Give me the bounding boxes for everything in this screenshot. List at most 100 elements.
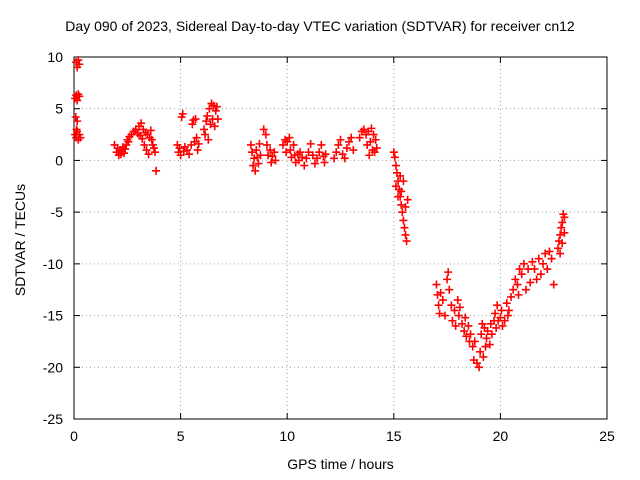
data-point — [391, 182, 400, 191]
data-point — [403, 195, 412, 204]
data-point — [543, 265, 552, 274]
data-point — [503, 311, 512, 320]
data-point — [455, 303, 464, 312]
data-point — [152, 166, 161, 175]
data-point — [391, 161, 400, 170]
data-point — [182, 146, 191, 155]
data-point — [261, 130, 270, 139]
data-point — [188, 120, 197, 129]
data-point — [336, 135, 345, 144]
data-point — [359, 125, 368, 134]
data-point — [560, 213, 569, 222]
y-axis-ticks: 10 5 0 -5 -10 -15 -20 -25 — [43, 49, 607, 427]
data-point — [394, 192, 403, 201]
data-point — [558, 218, 567, 227]
data-point — [212, 102, 221, 111]
data-point — [192, 133, 201, 142]
grid-lines — [74, 57, 607, 419]
data-point — [300, 161, 309, 170]
data-point — [283, 137, 292, 146]
data-point — [278, 140, 287, 149]
data-point — [476, 347, 485, 356]
y-tick-label: -20 — [43, 359, 63, 375]
data-point — [560, 228, 569, 237]
data-point — [517, 270, 526, 279]
data-point — [262, 140, 271, 149]
y-tick-label: -10 — [43, 256, 63, 272]
data-point — [321, 150, 330, 159]
data-points — [71, 56, 569, 372]
y-tick-label: -5 — [51, 204, 64, 220]
data-point — [461, 313, 470, 322]
data-point — [308, 151, 317, 160]
data-point — [466, 330, 475, 339]
data-point — [76, 133, 85, 142]
data-point — [507, 292, 516, 301]
data-point — [270, 148, 279, 157]
data-point — [255, 139, 264, 148]
data-point — [539, 259, 548, 268]
y-tick-label: 0 — [55, 152, 63, 168]
data-point — [462, 332, 471, 341]
data-point — [557, 223, 566, 232]
data-point — [366, 137, 375, 146]
data-point — [453, 296, 462, 305]
data-point — [190, 137, 199, 146]
data-point — [451, 321, 460, 330]
data-point — [443, 275, 452, 284]
data-point — [460, 327, 469, 336]
data-point — [204, 135, 213, 144]
data-point — [528, 257, 537, 266]
data-point — [342, 144, 351, 153]
data-point — [205, 104, 214, 113]
data-point — [140, 140, 149, 149]
data-point — [444, 268, 453, 277]
data-point — [249, 161, 258, 170]
data-point — [445, 285, 454, 294]
data-point — [191, 115, 200, 124]
data-point — [271, 156, 280, 165]
data-point — [399, 177, 408, 186]
data-point — [266, 146, 275, 155]
data-point — [450, 306, 459, 315]
data-point — [74, 56, 83, 65]
data-point — [530, 265, 539, 274]
data-point — [306, 139, 315, 148]
data-point — [246, 140, 255, 149]
data-point — [448, 316, 457, 325]
data-point — [541, 249, 550, 258]
data-point — [397, 200, 406, 209]
data-point — [334, 140, 343, 149]
data-point — [73, 96, 82, 105]
data-point — [248, 148, 257, 157]
data-point — [509, 285, 518, 294]
data-point — [267, 158, 276, 167]
data-point — [349, 146, 358, 155]
data-point — [481, 342, 490, 351]
data-point — [401, 202, 410, 211]
x-tick-label: 20 — [493, 428, 509, 444]
data-point — [256, 151, 265, 160]
data-point — [547, 254, 556, 263]
data-point — [330, 154, 339, 163]
data-point — [146, 126, 155, 135]
data-point — [504, 306, 513, 315]
data-point — [434, 301, 443, 310]
data-point — [138, 134, 147, 143]
data-point — [472, 359, 481, 368]
data-point — [194, 139, 203, 148]
data-point — [477, 330, 486, 339]
data-point — [285, 133, 294, 142]
data-point — [468, 342, 477, 351]
data-point — [402, 237, 411, 246]
data-point — [526, 278, 535, 287]
data-point — [176, 151, 185, 160]
data-point — [320, 158, 329, 167]
data-point — [397, 187, 406, 196]
data-point — [202, 117, 211, 126]
data-point — [213, 115, 222, 124]
data-point — [264, 151, 273, 160]
data-point — [254, 159, 263, 168]
data-point — [369, 130, 378, 139]
data-point — [149, 144, 158, 153]
